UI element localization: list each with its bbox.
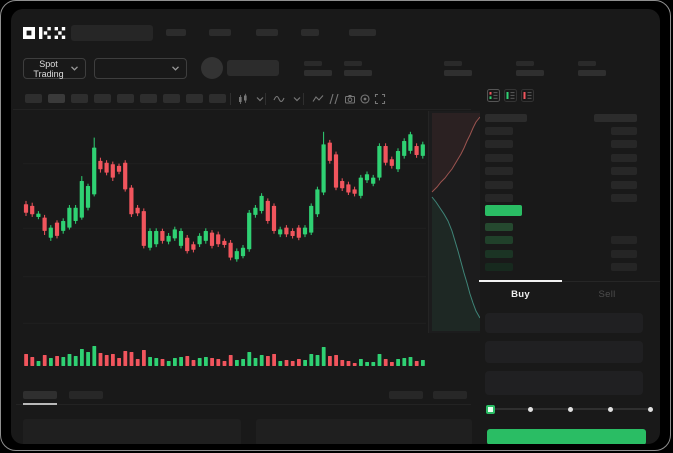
toolbar-divider [303, 93, 304, 105]
bid-price-placeholder[interactable] [485, 263, 513, 272]
depth-chart [428, 111, 480, 333]
ticker-stat-value-placeholder [578, 70, 606, 76]
bottom-content-panel[interactable] [23, 419, 241, 444]
ask-amount-placeholder[interactable] [611, 140, 637, 149]
ticker-stat-label-placeholder [344, 61, 362, 66]
ticker-stat-value-placeholder [516, 70, 544, 76]
timeframe-button-placeholder[interactable] [25, 94, 42, 103]
slider-step-dot[interactable] [607, 406, 613, 412]
ask-amount-placeholder[interactable] [611, 180, 637, 189]
nav-menu-item-placeholder[interactable] [256, 29, 278, 36]
last-price-highlight[interactable] [485, 205, 522, 216]
chevron-down-icon[interactable] [254, 93, 266, 105]
okx-logo [23, 27, 66, 39]
toolbar-divider [230, 93, 231, 105]
timeframe-button-placeholder[interactable] [186, 94, 203, 103]
pair-dropdown[interactable] [94, 58, 187, 79]
book-bids-icon[interactable] [504, 89, 517, 102]
chevron-down-icon [172, 66, 179, 71]
slider-step-dot[interactable] [647, 406, 653, 412]
timeframe-button-placeholder[interactable] [163, 94, 180, 103]
bid-amount-placeholder[interactable] [611, 263, 637, 272]
timeframe-button-placeholder[interactable] [140, 94, 157, 103]
fullscreen-icon[interactable] [374, 93, 386, 105]
timeframe-button-placeholder[interactable] [71, 94, 88, 103]
book-asks-icon[interactable] [521, 89, 534, 102]
wave-icon[interactable] [312, 93, 324, 105]
slider-handle[interactable] [486, 404, 495, 414]
bid-price-placeholder[interactable] [485, 223, 513, 231]
timeframe-button-placeholder[interactable] [48, 94, 65, 103]
bottom-right-control-placeholder[interactable] [433, 391, 467, 399]
nav-menu-item-placeholder[interactable] [301, 29, 319, 36]
nav-menu-item-placeholder[interactable] [209, 29, 231, 36]
bottom-tab-underline [23, 403, 57, 405]
ask-price-placeholder[interactable] [485, 153, 513, 162]
nav-menu-item-placeholder[interactable] [166, 29, 186, 36]
ask-amount-placeholder[interactable] [611, 194, 637, 202]
order-input-field[interactable] [485, 313, 643, 333]
ask-amount-placeholder[interactable] [611, 153, 637, 162]
ticker-stat-label-placeholder [578, 61, 596, 66]
timeframe-button-placeholder[interactable] [209, 94, 226, 103]
ticker-stat-label-placeholder [304, 61, 322, 66]
indicator-icon[interactable] [273, 93, 285, 105]
bid-price-placeholder[interactable] [485, 236, 513, 245]
ask-price-placeholder[interactable] [485, 140, 513, 149]
orderbook-header-price-placeholder [485, 114, 527, 122]
settings-icon[interactable] [359, 93, 371, 105]
bottom-tab-active-placeholder[interactable] [23, 391, 57, 399]
toolbar-divider [13, 109, 471, 110]
ticker-stat-value-placeholder [304, 70, 332, 76]
order-input-field[interactable] [485, 371, 643, 395]
chevron-down-icon[interactable] [291, 93, 303, 105]
ticker-stat-value-placeholder [344, 70, 372, 76]
nav-menu-item-placeholder[interactable] [349, 29, 376, 36]
chevron-down-icon [71, 66, 78, 71]
tab-sell[interactable]: Sell [598, 289, 616, 300]
ticker-stat-value-placeholder [444, 70, 472, 76]
bottom-right-control-placeholder[interactable] [389, 391, 423, 399]
timeframe-button-placeholder[interactable] [94, 94, 111, 103]
ask-price-placeholder[interactable] [485, 180, 513, 189]
market-type-label: Spot Trading [33, 58, 64, 79]
buy-tab-indicator [479, 280, 562, 282]
ask-price-placeholder[interactable] [485, 194, 513, 202]
bottom-tabs-divider [16, 404, 471, 405]
order-input-field[interactable] [485, 341, 643, 363]
ask-price-placeholder[interactable] [485, 127, 513, 135]
volume-bars [24, 346, 425, 366]
chart-style-icon[interactable] [237, 93, 249, 105]
bid-amount-placeholder[interactable] [611, 249, 637, 258]
slider-step-dot[interactable] [527, 406, 533, 412]
ask-amount-placeholder[interactable] [611, 127, 637, 135]
submit-order-button[interactable] [487, 429, 646, 444]
pair-name-placeholder [227, 60, 279, 76]
coin-avatar [201, 57, 223, 79]
bid-price-placeholder[interactable] [485, 249, 513, 258]
bottom-content-panel[interactable] [256, 419, 472, 444]
orderbook-header-amount-placeholder [594, 114, 637, 122]
ask-price-placeholder[interactable] [485, 167, 513, 176]
compare-icon[interactable] [328, 93, 340, 105]
nav-search-placeholder[interactable] [71, 25, 153, 41]
toolbar-divider [265, 93, 266, 105]
bid-amount-placeholder[interactable] [611, 236, 637, 245]
ticker-stat-label-placeholder [444, 61, 462, 66]
tab-buy[interactable]: Buy [511, 289, 530, 300]
market-type-dropdown[interactable]: Spot Trading [23, 58, 86, 79]
bottom-tab-placeholder[interactable] [69, 391, 103, 399]
camera-icon[interactable] [344, 93, 356, 105]
candlestick-chart[interactable] [23, 113, 426, 339]
timeframe-button-placeholder[interactable] [117, 94, 134, 103]
trade-tabs-divider [479, 281, 660, 282]
slider-step-dot[interactable] [567, 406, 573, 412]
ticker-stat-label-placeholder [516, 61, 534, 66]
ask-amount-placeholder[interactable] [611, 167, 637, 176]
app-window: Spot Trading [11, 9, 660, 444]
book-split-icon[interactable] [487, 89, 500, 102]
